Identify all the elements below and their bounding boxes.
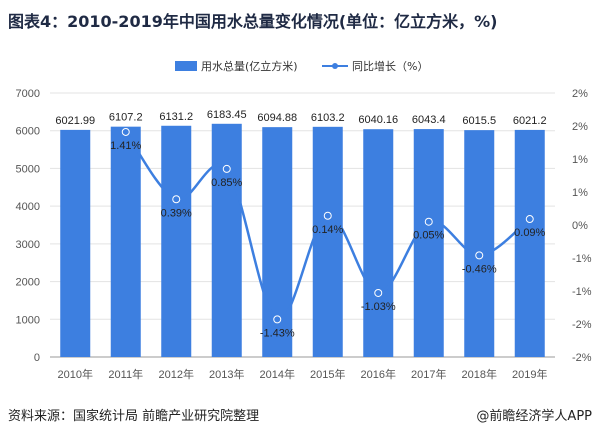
line-value-labels: 1.41% 0.39% 0.85% -1.43% 0.14% -1.03% 0.05% -0.… [110, 140, 545, 339]
x-tick-label: 2014年 [260, 367, 295, 381]
right-tick-label: 2% [572, 88, 588, 100]
right-tick-label: 1% [572, 154, 588, 166]
bar-value-label: 6131.2 [159, 111, 193, 123]
x-tick-label: 2019年 [512, 367, 547, 381]
bar-value-label: 6103.2 [311, 112, 345, 124]
bar [514, 129, 545, 357]
line-point [525, 215, 534, 224]
legend-label-bar: 用水总量(亿立方米) [201, 59, 298, 73]
bar-value-label: 6107.2 [109, 112, 143, 124]
x-tick-label: 2017年 [411, 367, 446, 381]
bar-value-label: 6183.45 [207, 109, 247, 121]
left-tick-label: 5000 [16, 163, 40, 175]
legend-label-line: 同比增长（%） [352, 59, 428, 73]
left-tick-label: 6000 [16, 126, 40, 138]
left-tick-label: 0 [34, 352, 40, 364]
left-axis-ticks: 0 1000 2000 3000 4000 5000 6000 7000 [16, 88, 40, 364]
bar-value-label: 6015.5 [462, 115, 496, 127]
x-tick-label: 2013年 [209, 367, 244, 381]
x-tick-label: 2018年 [462, 367, 497, 381]
line-value-label: 0.39% [161, 207, 192, 219]
line-point [374, 288, 383, 297]
bar-series [60, 123, 545, 358]
legend-swatch-bar [175, 61, 197, 71]
right-tick-label: 2% [572, 121, 588, 133]
line-point [323, 211, 332, 220]
bar [110, 126, 141, 357]
right-tick-label: -2% [572, 352, 592, 364]
chart-title: 图表4：2010-2019年中国用水总量变化情况(单位：亿立方米，%) [8, 12, 498, 31]
left-tick-label: 7000 [16, 88, 40, 100]
x-tick-label: 2015年 [310, 367, 345, 381]
line-series [121, 127, 534, 324]
bar [312, 126, 343, 357]
bar [211, 123, 242, 358]
line-point [475, 251, 484, 260]
line-point [121, 127, 130, 136]
bar [161, 125, 192, 357]
bar [363, 129, 394, 357]
x-tick-label: 2010年 [58, 367, 93, 381]
bar-value-label: 6021.99 [55, 115, 95, 127]
right-tick-label: -1% [572, 253, 592, 265]
right-tick-label: -1% [572, 286, 592, 298]
line-value-label: 0.05% [413, 230, 444, 242]
line-point [172, 195, 181, 204]
line-value-label: -1.43% [260, 327, 295, 339]
right-tick-label: 0% [572, 220, 588, 232]
x-tick-label: 2012年 [159, 367, 194, 381]
right-axis-ticks: -2% -2% -1% -1% 0% 1% 1% 2% 2% [572, 88, 592, 364]
combo-chart: 用水总量(亿立方米) 同比增长（%） 0 1000 2000 3000 4000 5000 6… [16, 59, 592, 381]
line-point [222, 164, 231, 173]
line-value-label: 0.85% [211, 177, 242, 189]
legend: 用水总量(亿立方米) 同比增长（%） [175, 59, 428, 73]
line-value-label: 1.41% [110, 140, 141, 152]
legend-marker-line [332, 63, 338, 69]
right-tick-label: 1% [572, 187, 588, 199]
bar [464, 130, 495, 357]
bar-value-label: 6021.2 [513, 115, 547, 127]
x-tick-label: 2011年 [108, 367, 143, 381]
bar-value-label: 6040.16 [358, 114, 398, 126]
line-value-label: -1.03% [361, 301, 396, 313]
bar-value-label: 6043.4 [412, 114, 446, 126]
left-tick-label: 3000 [16, 239, 40, 251]
right-tick-label: -2% [572, 319, 592, 331]
x-tick-label: 2016年 [361, 367, 396, 381]
line-value-label: 0.14% [312, 224, 343, 236]
line-point [424, 217, 433, 226]
brand-credit: @前瞻经济学人APP [476, 409, 592, 424]
line-value-label: 0.09% [514, 227, 545, 239]
left-tick-label: 1000 [16, 314, 40, 326]
left-tick-label: 2000 [16, 277, 40, 289]
left-tick-label: 4000 [16, 201, 40, 213]
growth-line [124, 131, 531, 321]
line-value-label: -0.46% [462, 263, 497, 275]
x-axis-ticks: 2010年 2011年 2012年 2013年 2014年 2015年 2016年 2017年… [58, 367, 548, 381]
bar [60, 129, 91, 357]
source-note: 资料来源：国家统计局 前瞻产业研究院整理 [8, 409, 260, 424]
line-point [273, 315, 282, 324]
bar [413, 129, 444, 357]
bar-value-label: 6094.88 [257, 112, 297, 124]
bar-value-labels: 6021.99 6107.2 6131.2 6183.45 6094.88 6103.2 6… [55, 109, 546, 127]
